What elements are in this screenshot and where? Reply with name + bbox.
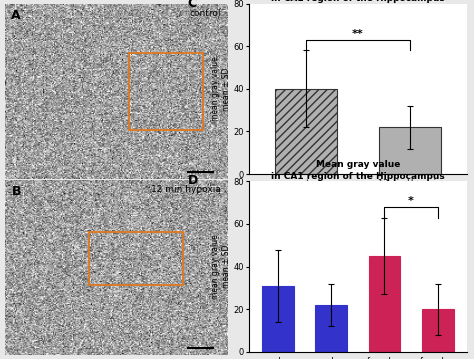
- Text: C: C: [188, 0, 197, 10]
- Bar: [129, 53, 203, 130]
- Y-axis label: mean gray value
mean ± SD: mean gray value mean ± SD: [211, 56, 230, 121]
- Bar: [315, 305, 347, 352]
- Text: *: *: [408, 196, 414, 206]
- Bar: [422, 309, 454, 352]
- Text: B: B: [11, 185, 21, 198]
- Y-axis label: mean gray value
mean ± SD: mean gray value mean ± SD: [211, 234, 230, 299]
- Bar: [379, 127, 441, 174]
- Text: control: control: [189, 9, 221, 18]
- Bar: [262, 286, 294, 352]
- Bar: [275, 89, 337, 174]
- Text: D: D: [188, 174, 198, 187]
- Text: **: **: [352, 29, 364, 39]
- Text: A: A: [11, 9, 21, 22]
- Bar: [90, 232, 183, 285]
- Text: 12 min hypoxia: 12 min hypoxia: [151, 185, 221, 194]
- Title: Mean gray value
in CA1 region of the Hippocampus: Mean gray value in CA1 region of the Hip…: [271, 160, 445, 181]
- Title: Mean gray value
in CA1 region of the Hippocampus: Mean gray value in CA1 region of the Hip…: [271, 0, 445, 3]
- Bar: [368, 256, 401, 352]
